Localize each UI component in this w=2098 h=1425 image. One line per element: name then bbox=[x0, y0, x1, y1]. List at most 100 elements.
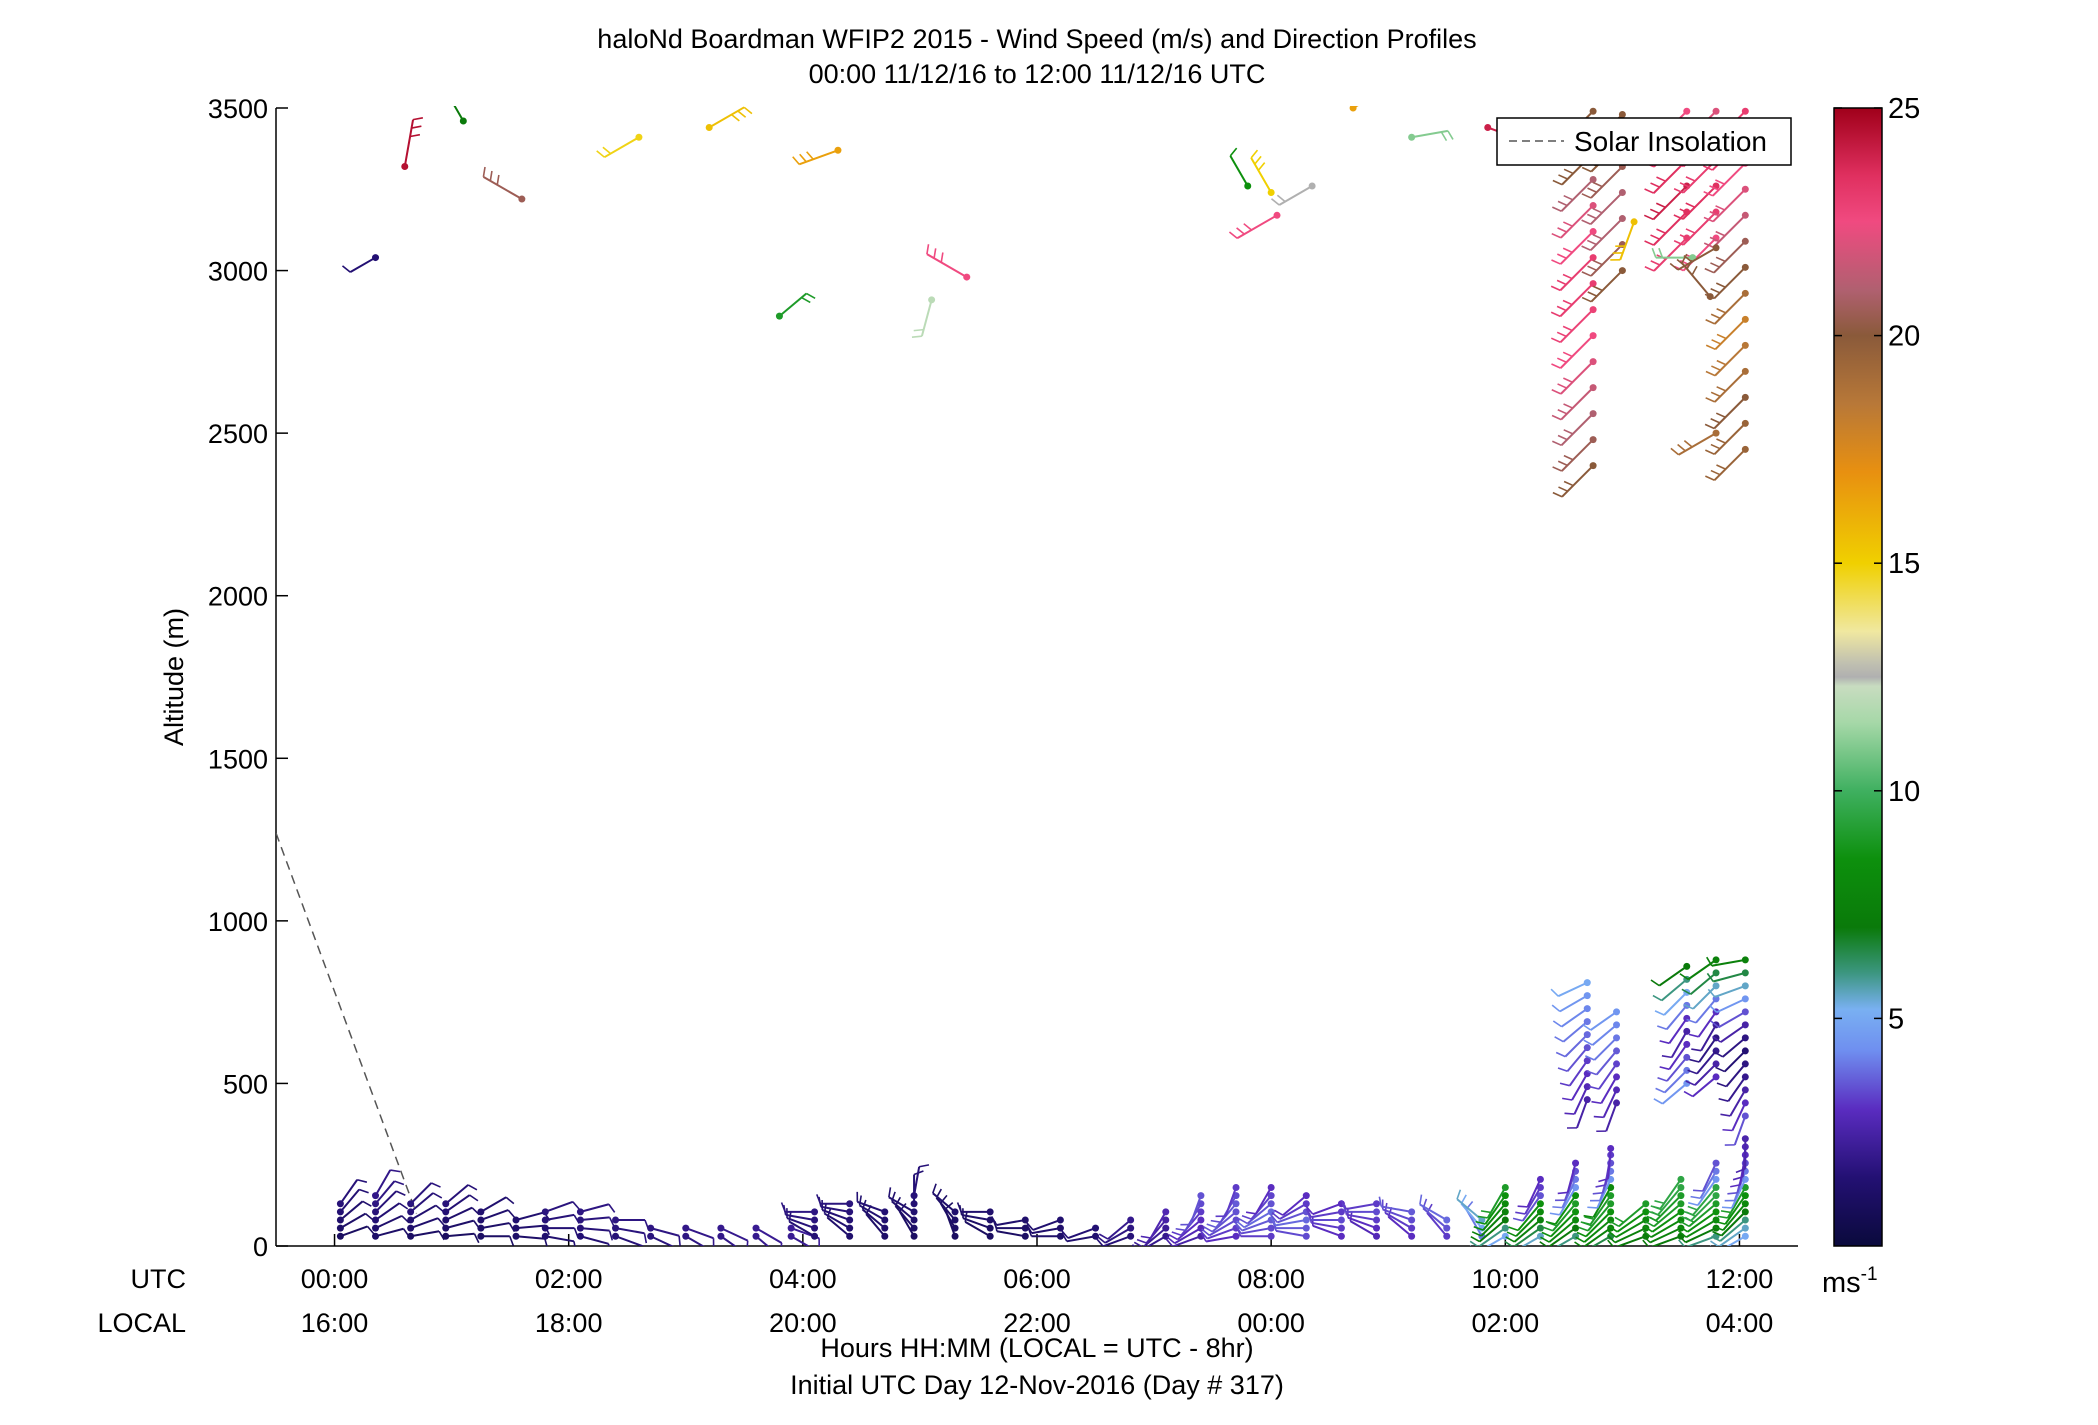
wind-barb bbox=[1683, 1073, 1720, 1098]
wind-barb bbox=[1703, 185, 1749, 223]
wind-barb-dot bbox=[1308, 182, 1316, 190]
wind-barb-dot bbox=[1021, 1216, 1029, 1224]
wind-barb-dot bbox=[1373, 1232, 1381, 1240]
wind-barb bbox=[705, 106, 753, 132]
wind-barb-flag bbox=[1722, 1128, 1733, 1132]
wind-barb-dot bbox=[477, 1216, 485, 1224]
wind-barb-flag bbox=[1691, 1048, 1702, 1052]
wind-barb bbox=[1564, 1083, 1591, 1115]
wind-barb-shaft bbox=[1066, 1235, 1096, 1243]
wind-barb-dot bbox=[846, 1232, 854, 1240]
wind-barb-dot bbox=[1677, 1183, 1685, 1191]
wind-barb-flag bbox=[1715, 256, 1726, 263]
wind-barb-dot bbox=[1741, 367, 1749, 375]
wind-barb-dot bbox=[372, 1224, 380, 1232]
wind-barb-shaft bbox=[1696, 1050, 1717, 1075]
wind-barb-shaft bbox=[1695, 998, 1717, 1024]
wind-barb-shaft bbox=[1349, 1220, 1378, 1238]
wind-barb-flag bbox=[1688, 1033, 1699, 1038]
wind-barb-dot bbox=[811, 1208, 819, 1216]
wind-barb-dot bbox=[576, 1208, 584, 1216]
wind-barb-flag bbox=[467, 1184, 478, 1191]
wind-barb-flag bbox=[1710, 469, 1721, 476]
wind-barb-dot bbox=[1267, 1232, 1275, 1240]
wind-barb-dot bbox=[1741, 1099, 1749, 1107]
wind-barb-dot bbox=[1443, 1216, 1451, 1224]
wind-barb-flag bbox=[1550, 337, 1561, 344]
wind-barb-flag bbox=[1713, 1051, 1724, 1058]
wind-barb-flag bbox=[1655, 202, 1666, 209]
wind-barb bbox=[442, 1194, 479, 1216]
wind-barb-dot bbox=[1373, 1200, 1381, 1208]
wind-barb-dot bbox=[1741, 1060, 1749, 1068]
wind-barb-dot bbox=[1607, 1183, 1615, 1191]
wind-barb-flag bbox=[799, 153, 807, 163]
wind-barb-dot bbox=[442, 1208, 450, 1216]
x-tick-label-utc: 04:00 bbox=[769, 1264, 837, 1294]
wind-barb bbox=[1705, 445, 1749, 481]
wind-barb-flag bbox=[1704, 267, 1715, 274]
wind-barb bbox=[1026, 1224, 1064, 1235]
wind-barb-flag bbox=[1593, 285, 1603, 292]
wind-barb-dot bbox=[407, 1216, 415, 1224]
wind-barb-shaft bbox=[1558, 1186, 1577, 1216]
wind-barb-shaft bbox=[1422, 1207, 1448, 1229]
wind-barb-dot bbox=[1501, 1216, 1509, 1224]
wind-barb bbox=[1609, 1200, 1650, 1228]
wind-barb bbox=[1712, 1021, 1749, 1043]
wind-barb bbox=[1543, 1200, 1580, 1232]
wind-barb bbox=[1506, 1208, 1544, 1237]
wind-barb bbox=[1688, 1175, 1720, 1207]
wind-barb-dot bbox=[1677, 1175, 1685, 1183]
wind-barb-shaft bbox=[1275, 1219, 1307, 1227]
wind-barb-dot bbox=[1197, 1216, 1205, 1224]
wind-barb bbox=[1598, 1144, 1615, 1183]
wind-barb-flag bbox=[1710, 1020, 1720, 1028]
wind-barb-shaft bbox=[1241, 1219, 1272, 1232]
wind-barb-shaft bbox=[1571, 1073, 1589, 1101]
wind-barb-dot bbox=[1583, 992, 1591, 1000]
wind-barb-flag bbox=[1587, 265, 1597, 272]
wind-barb-dot bbox=[1613, 1086, 1621, 1094]
wind-barb-dot bbox=[1607, 1192, 1615, 1200]
wind-barb-shaft bbox=[1346, 1213, 1377, 1221]
wind-barb-flag bbox=[1563, 454, 1574, 461]
wind-barb-dot bbox=[647, 1224, 655, 1232]
wind-barb bbox=[541, 1232, 576, 1246]
wind-barb bbox=[752, 1232, 770, 1246]
wind-barb bbox=[962, 1208, 994, 1232]
wind-barb bbox=[1200, 1232, 1240, 1243]
wind-barb bbox=[336, 1225, 375, 1240]
wind-barb-shaft bbox=[1387, 1215, 1413, 1238]
wind-barb-shaft bbox=[1720, 1024, 1746, 1043]
wind-barb-flag bbox=[1550, 311, 1561, 318]
wind-barb bbox=[1025, 1216, 1064, 1231]
wind-barb-dot bbox=[910, 1224, 918, 1232]
x-axis-ticks: 00:00 16:00 02:00 18:00 04:00 20:00 06:00 22:00… bbox=[301, 1234, 1773, 1338]
wind-barb-shaft bbox=[1729, 1089, 1747, 1117]
wind-barb-dot bbox=[1683, 1053, 1691, 1061]
wind-barb-flag bbox=[1707, 988, 1716, 998]
wind-barb-dot bbox=[1056, 1216, 1064, 1224]
wind-barb bbox=[336, 1188, 369, 1216]
wind-barb-dot bbox=[1618, 215, 1626, 223]
wind-barb-flag bbox=[1716, 359, 1727, 366]
wind-barb-dot bbox=[1741, 419, 1749, 427]
wind-barb-shaft bbox=[1718, 1011, 1746, 1029]
wind-barb bbox=[453, 106, 467, 125]
wind-barb-flag bbox=[1562, 299, 1573, 306]
wind-barb-flag bbox=[1550, 285, 1561, 292]
wind-barb-dot bbox=[407, 1232, 415, 1240]
wind-barb-dot bbox=[1677, 1216, 1685, 1224]
wind-barb-flag bbox=[1655, 1087, 1666, 1094]
wind-barb-flag bbox=[1703, 190, 1714, 197]
wind-barb-dot bbox=[1712, 1159, 1720, 1167]
wind-barb bbox=[401, 116, 424, 171]
wind-barb bbox=[1593, 1086, 1621, 1119]
wind-barb-dot bbox=[1408, 1224, 1416, 1232]
wind-barb bbox=[1349, 106, 1359, 112]
wind-barb-flag bbox=[1650, 260, 1661, 266]
wind-barb-shaft bbox=[720, 1235, 737, 1246]
wind-barb bbox=[407, 1217, 446, 1232]
wind-barb bbox=[612, 1224, 648, 1244]
